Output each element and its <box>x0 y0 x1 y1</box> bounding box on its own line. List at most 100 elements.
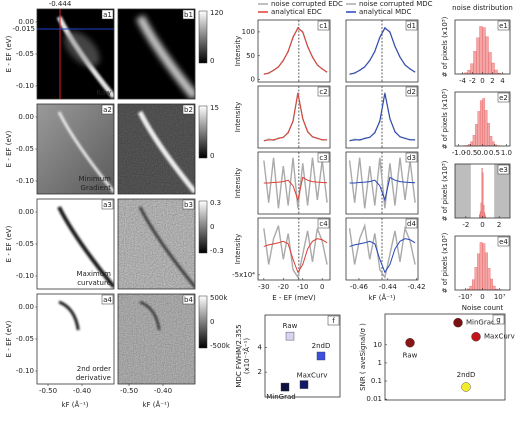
colorbar-tick-label: 0 <box>210 318 214 326</box>
y-tick-label: 10 <box>373 341 382 349</box>
method-caption: Gradient <box>81 184 112 192</box>
plot-frame <box>454 235 511 291</box>
x-tick-label: -2 <box>462 221 469 229</box>
colorbar-tick-label: -0.3 <box>210 247 224 255</box>
y-axis-label: Intensity <box>234 168 242 198</box>
histogram-bar <box>479 100 483 147</box>
y-tick-label: 1 <box>378 359 382 367</box>
point-label: MaxCurv <box>484 333 515 341</box>
y-axis-label: SNR ( aveSignal/σ ) <box>359 323 367 391</box>
panel-label-box <box>497 20 510 31</box>
histogram-bar <box>491 141 495 147</box>
panel-label-box <box>101 104 114 115</box>
series-line <box>263 176 328 202</box>
image-y-tick-label: 0.00 <box>18 208 34 216</box>
histogram-bar <box>482 27 486 75</box>
panel-label: a4 <box>103 296 112 304</box>
band-streak <box>137 110 195 194</box>
image-y-label: E - EF (eV) <box>5 35 13 72</box>
panel-label-box <box>317 86 330 97</box>
colorbar-tick-label: 0.3 <box>210 199 221 207</box>
plot-frame <box>264 314 341 398</box>
plot-frame <box>454 91 511 147</box>
panel-label: c2 <box>319 88 327 96</box>
image-y-label: E - EF (eV) <box>5 130 13 167</box>
histogram-bar <box>492 285 496 291</box>
panel-label: d2 <box>407 88 416 96</box>
y-tick-label: 0 <box>251 76 255 84</box>
x-tick-label: 0 <box>480 221 484 229</box>
x-tick-label: 10⁷ <box>494 293 506 301</box>
panel-label: d1 <box>407 22 416 30</box>
method-caption: 2nd order <box>77 365 111 373</box>
y-axis-label: Intensity <box>234 234 242 264</box>
x-tick-label: 0 <box>320 283 324 291</box>
y-tick-label: 100 <box>242 28 255 36</box>
image-panel <box>37 294 114 384</box>
band-streak <box>135 14 195 99</box>
x-tick-label: -10 <box>297 283 308 291</box>
y-tick-label: 0.1 <box>371 377 382 385</box>
legend-label: noise corrupted MDC <box>359 0 433 8</box>
plot-frame <box>384 313 506 401</box>
histogram-bar <box>470 141 474 147</box>
image-panel <box>118 9 195 99</box>
plot-frame <box>257 151 331 215</box>
image-y-tick-label: -0.10 <box>16 177 34 185</box>
image-y-tick-label: -0.05 <box>16 240 34 248</box>
series-line <box>349 238 416 274</box>
histogram-bar <box>472 135 476 147</box>
image-background <box>37 294 114 384</box>
x-tick-label: -2 <box>469 77 476 85</box>
image-panel <box>118 199 195 289</box>
panel-label-box <box>405 20 418 31</box>
plot-area <box>348 218 416 280</box>
panel-label: g <box>496 316 500 324</box>
legend-label: noise corrupted EDC <box>271 0 343 8</box>
scatter-point <box>453 317 463 328</box>
method-caption: curvature <box>77 279 111 287</box>
plot-frame <box>257 85 331 149</box>
colorbar-tick-label: 0 <box>210 223 214 231</box>
x-axis-label: Noise count <box>462 304 504 312</box>
colorbar-tick-label: 500k <box>210 294 228 302</box>
panel-label: c3 <box>319 154 327 162</box>
image-frame <box>117 198 196 290</box>
histogram-bar <box>484 110 488 147</box>
image-noise <box>118 294 195 384</box>
chart-title: noise distribution <box>452 4 513 12</box>
histogram-bar <box>487 123 490 147</box>
scatter-point <box>316 351 326 361</box>
shaded-range <box>494 164 510 218</box>
histogram-bar <box>474 267 478 291</box>
x-tick-label: -0.46 <box>350 283 369 291</box>
panel-label-box <box>182 9 195 20</box>
colorbar <box>198 200 208 254</box>
series-line <box>263 92 328 142</box>
scatter-point <box>405 338 415 348</box>
x-tick-label: 0.0 <box>477 149 488 157</box>
histogram-bar <box>479 26 483 75</box>
legend-label: analytical EDC <box>271 8 322 16</box>
histogram-bar <box>490 278 493 291</box>
panel-label: a3 <box>103 201 112 209</box>
panel-label: a2 <box>103 106 112 114</box>
method-caption: derivative <box>76 374 111 382</box>
histogram-bar <box>482 98 486 147</box>
panel-label: c1 <box>319 22 327 30</box>
image-y-tick-label: -0.05 <box>16 335 34 343</box>
panel-label: f <box>332 317 335 325</box>
panel-label: e4 <box>499 238 508 246</box>
x-tick-label: 2 <box>490 77 494 85</box>
series-line <box>263 27 328 75</box>
panel-label-box <box>182 199 195 210</box>
histogram-bar <box>484 252 488 291</box>
x-tick-label: 2 <box>497 221 501 229</box>
y-tick-label: -5x10⁴ <box>232 271 255 279</box>
x-tick-label: 4 <box>500 77 505 85</box>
series-line <box>349 176 416 202</box>
x-tick-label: 0 <box>480 293 484 301</box>
x-tick-label: 0 <box>480 77 484 85</box>
plot-area <box>263 218 328 280</box>
